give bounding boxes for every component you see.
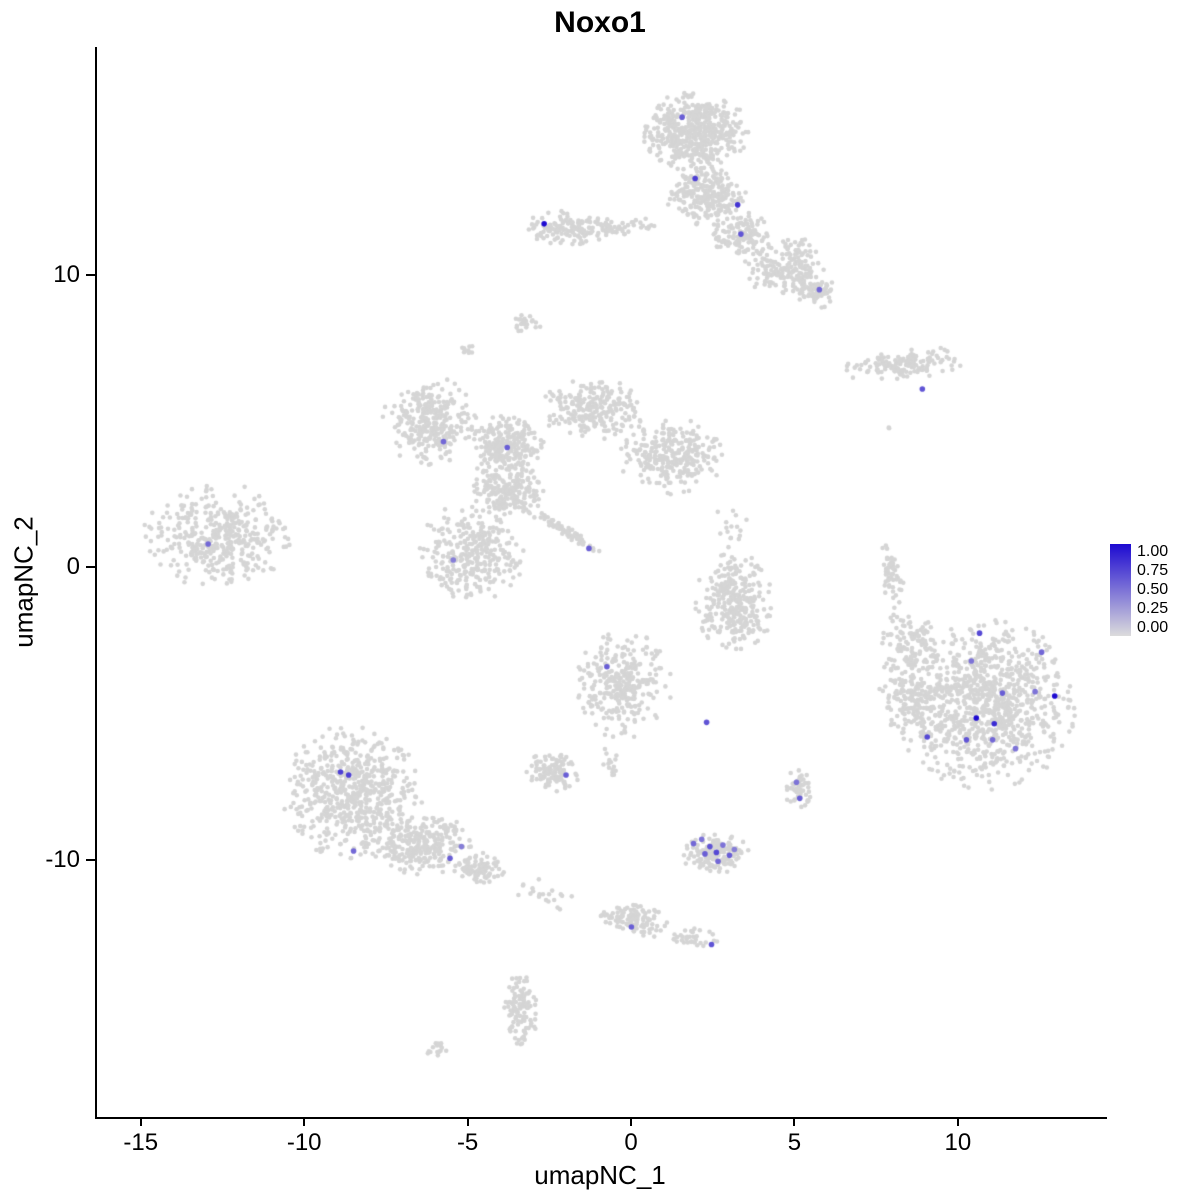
plot-panel — [95, 47, 1107, 1119]
x-tick-label: -15 — [123, 1129, 159, 1156]
x-tick-label: 10 — [944, 1129, 972, 1156]
x-tick-label: -5 — [456, 1129, 479, 1156]
expression-legend: 1.00 0.75 0.50 0.25 0.00 — [1110, 544, 1200, 636]
legend-labels: 1.00 0.75 0.50 0.25 0.00 — [1137, 544, 1168, 636]
legend-label: 1.00 — [1137, 543, 1169, 560]
y-tick-label: -10 — [45, 845, 80, 873]
x-tick-label: -10 — [286, 1129, 322, 1156]
legend-label: 0.75 — [1137, 562, 1169, 579]
y-tick-mark — [86, 566, 95, 569]
x-axis-label: umapNC_1 — [534, 1160, 666, 1190]
y-axis-label: umapNC_2 — [8, 516, 39, 648]
legend-gradient-bar — [1110, 544, 1131, 636]
legend-label: 0.00 — [1137, 619, 1169, 636]
scatter-canvas — [97, 47, 1107, 1117]
x-tick-label: 0 — [624, 1129, 638, 1156]
legend-label: 0.25 — [1137, 600, 1169, 617]
y-tick-label: 10 — [53, 261, 80, 289]
y-tick-mark — [86, 858, 95, 861]
y-tick-mark — [86, 274, 95, 277]
x-tick-label: 5 — [787, 1129, 802, 1156]
plot-title: Noxo1 — [554, 6, 646, 39]
legend-label: 0.50 — [1137, 581, 1169, 598]
